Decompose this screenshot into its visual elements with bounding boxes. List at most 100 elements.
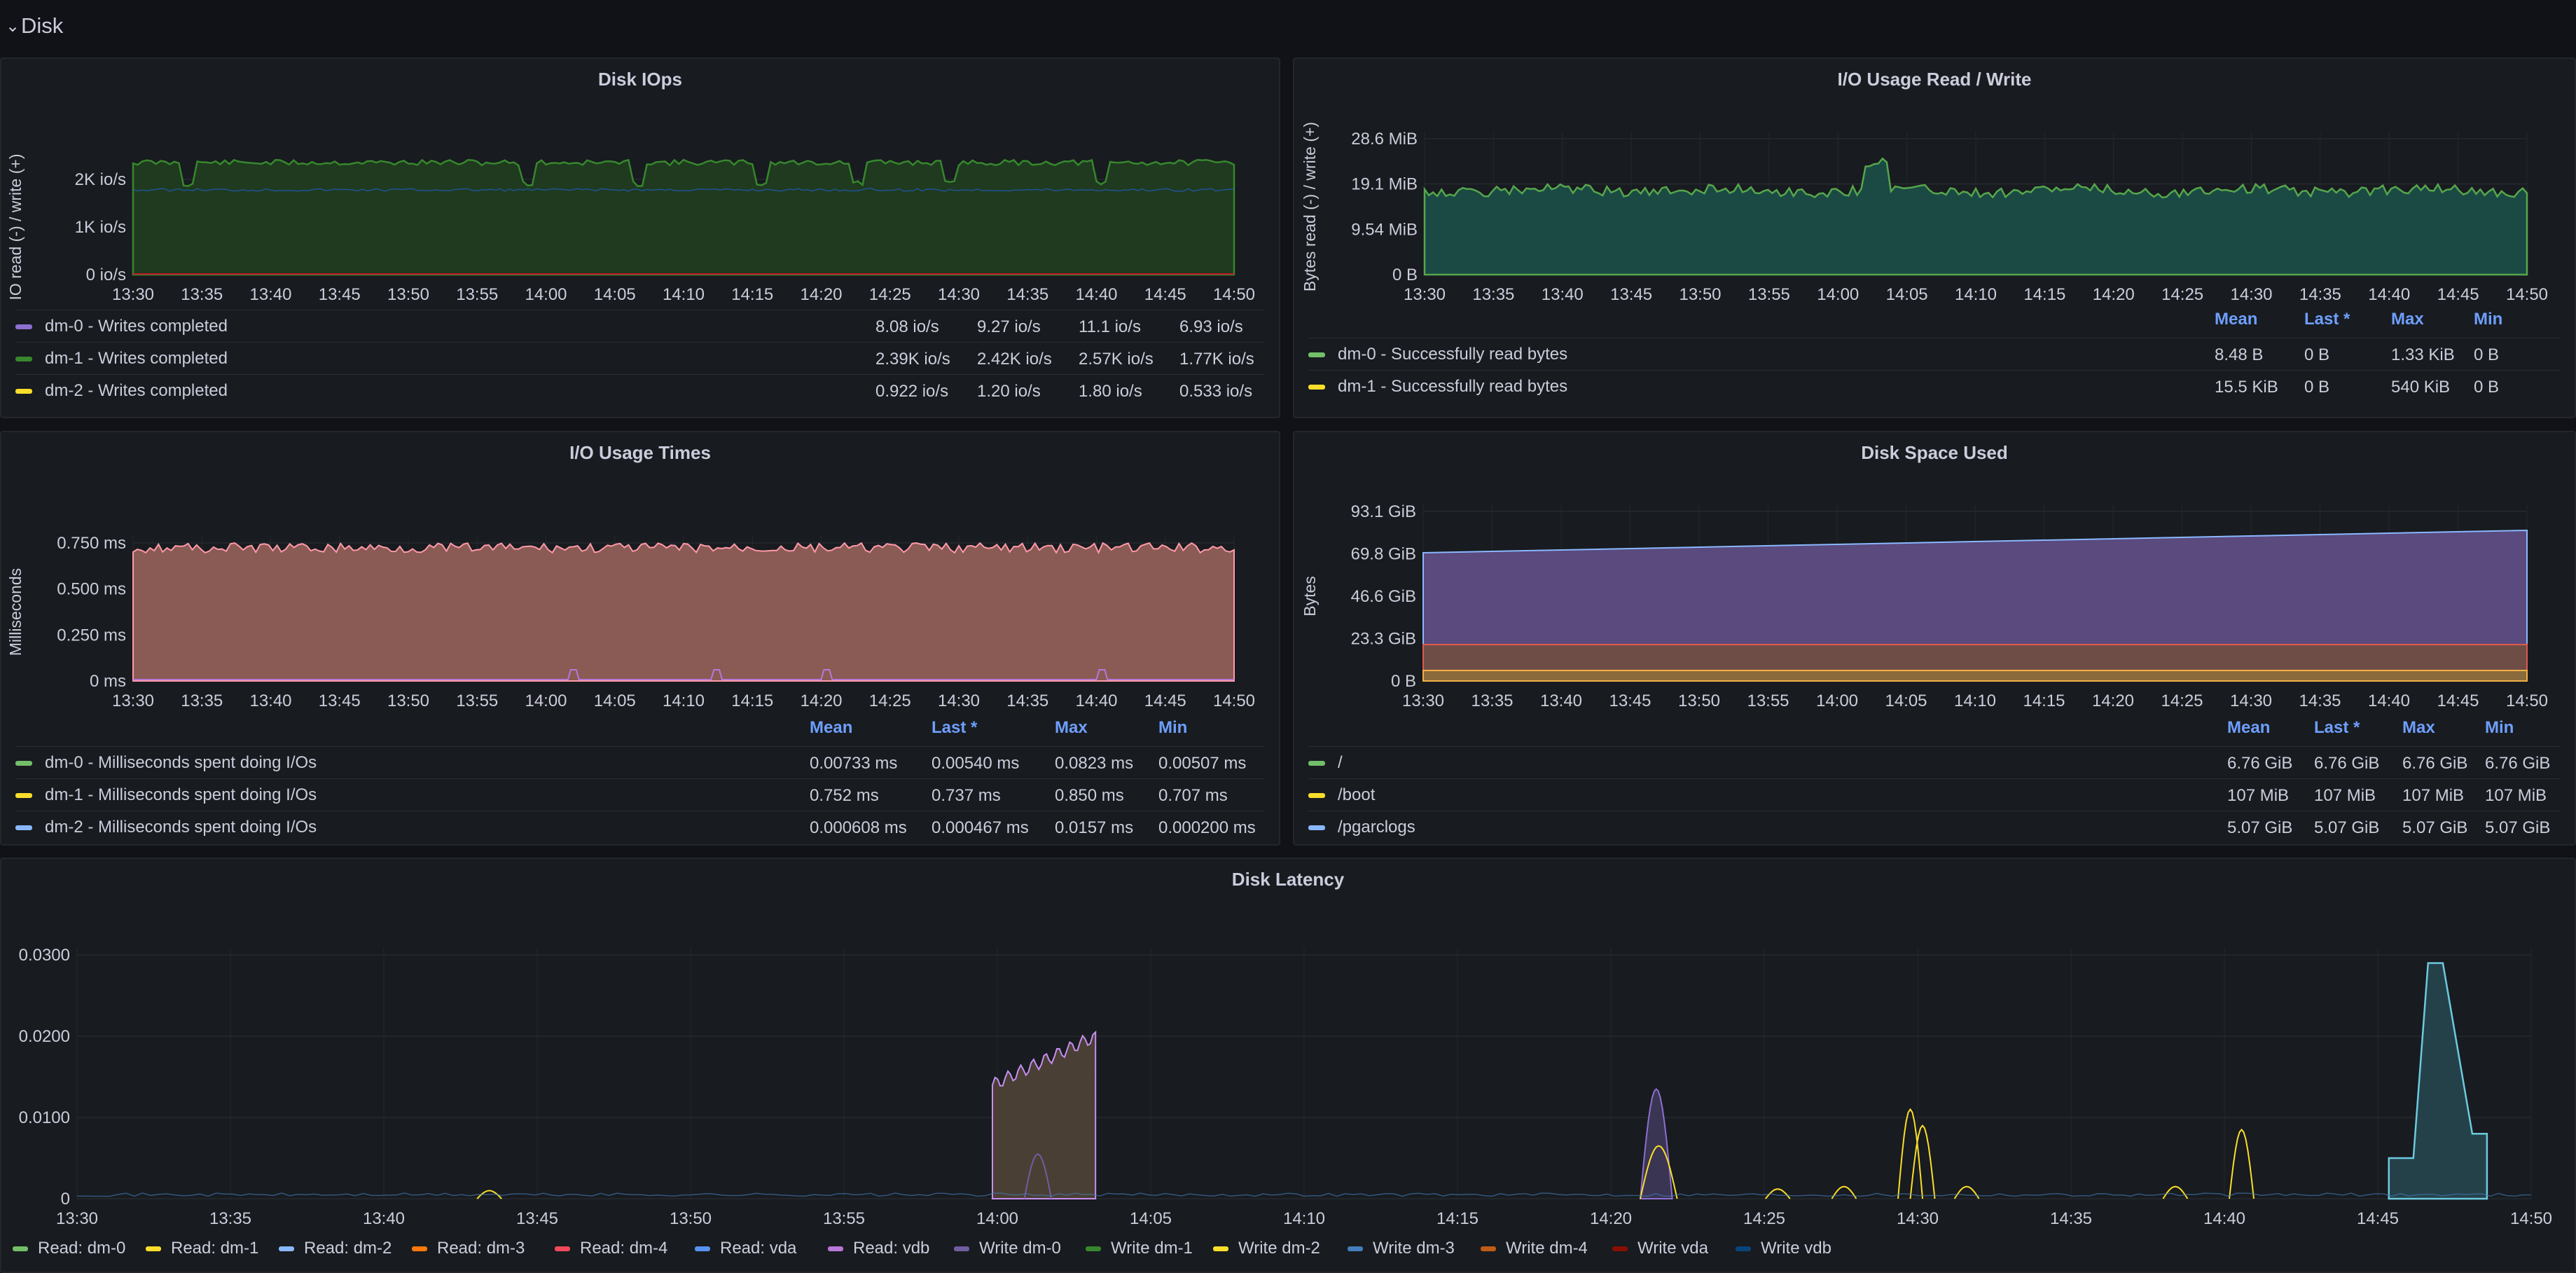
legend-header-last[interactable]: Last * [2304,310,2350,329]
series-name[interactable]: Write vda [1637,1239,1708,1258]
legend-header-mean[interactable]: Mean [810,718,853,737]
legend-row[interactable]: /boot [1308,778,2561,811]
series-color-swatch[interactable] [1308,792,1325,798]
series-color-swatch[interactable] [15,760,32,766]
legend-row[interactable]: dm-1 - Successfully read bytes [1308,370,2561,403]
legend-row[interactable]: dm-0 - Successfully read bytes [1308,338,2561,371]
legend-row[interactable]: dm-2 - Writes completed [15,374,1265,407]
series-name[interactable]: dm-2 - Writes completed [45,381,228,400]
series-color-swatch[interactable] [1348,1246,1363,1251]
series-color-swatch[interactable] [15,825,32,830]
legend-item[interactable]: Read: vdb [828,1239,929,1258]
series-color-swatch[interactable] [1612,1246,1628,1251]
legend-header-mean[interactable]: Mean [2215,310,2258,329]
series-color-swatch[interactable] [15,356,32,362]
disk-space-chart[interactable]: 93.1 GiB 69.8 GiB 46.6 GiB 23.3 GiB 0 B13:30… [1294,432,2576,720]
series-color-swatch[interactable] [954,1246,969,1251]
series-name[interactable]: Write vdb [1761,1239,1831,1258]
legend-item[interactable]: Write dm-4 [1481,1239,1588,1258]
series-color-swatch[interactable] [695,1246,710,1251]
row-header-disk[interactable]: ⌄ Disk [0,0,2576,52]
series-name[interactable]: Write dm-2 [1238,1239,1320,1258]
legend-row[interactable]: dm-0 - Writes completed [15,310,1265,343]
series-name[interactable]: Read: dm-1 [171,1239,259,1258]
series-color-swatch[interactable] [15,388,32,394]
series-color-swatch[interactable] [15,792,32,798]
series-color-swatch[interactable] [15,324,32,329]
legend-row[interactable]: /pgarclogs [1308,811,2561,844]
series-color-swatch[interactable] [13,1246,28,1251]
series-name[interactable]: Read: dm-0 [38,1239,126,1258]
io-rw-chart[interactable]: 28.6 MiB 19.1 MiB 9.54 MiB 0 B13:30 13:35 13:… [1294,59,2576,311]
legend-row[interactable]: dm-2 - Milliseconds spent doing I/Os [15,811,1265,844]
legend-item[interactable]: Write dm-0 [954,1239,1061,1258]
legend-header-mean[interactable]: Mean [2227,718,2271,737]
series-color-swatch[interactable] [1213,1246,1228,1251]
legend-header-min[interactable]: Min [1158,718,1188,737]
legend-header-min[interactable]: Min [2485,718,2514,737]
series-name[interactable]: dm-0 - Successfully read bytes [1338,345,1568,364]
series-name[interactable]: dm-1 - Successfully read bytes [1338,377,1568,396]
series-name[interactable]: Write dm-4 [1506,1239,1588,1258]
series-color-swatch[interactable] [1736,1246,1751,1251]
legend-header-last[interactable]: Last * [2314,718,2360,737]
series-name[interactable]: dm-0 - Milliseconds spent doing I/Os [45,753,317,772]
series-name[interactable]: Read: vdb [853,1239,930,1258]
legend-header-max[interactable]: Max [2402,718,2435,737]
series-name[interactable]: dm-1 - Milliseconds spent doing I/Os [45,785,317,804]
series-color-swatch[interactable] [828,1246,843,1251]
panel-io-usage-read-write[interactable]: I/O Usage Read / Write 28.6 MiB 19.1 MiB 9… [1293,57,2576,418]
chevron-down-icon[interactable]: ⌄ [6,16,20,36]
legend-item[interactable]: Write vdb [1736,1239,1831,1258]
legend-header-min[interactable]: Min [2474,310,2503,329]
series-name[interactable]: Write dm-1 [1111,1239,1193,1258]
legend-row[interactable]: dm-1 - Writes completed [15,342,1265,375]
disk-iops-chart[interactable]: 2K io/s 1K io/s 0 io/s13:30 13:35 13:40 13:45… [1,59,1282,311]
series-name[interactable]: Write dm-3 [1373,1239,1455,1258]
legend-item[interactable]: Write dm-2 [1213,1239,1320,1258]
legend-item[interactable]: Read: dm-4 [555,1239,667,1258]
legend-item[interactable]: Write dm-1 [1086,1239,1193,1258]
legend-item[interactable]: Write vda [1612,1239,1708,1258]
series-name[interactable]: /pgarclogs [1338,818,1415,837]
series-color-swatch[interactable] [1086,1246,1101,1251]
series-name[interactable]: Read: dm-3 [437,1239,525,1258]
legend-item[interactable]: Read: dm-2 [279,1239,392,1258]
series-name[interactable]: Read: vda [720,1239,797,1258]
series-name[interactable]: Read: dm-4 [580,1239,668,1258]
series-color-swatch[interactable] [412,1246,427,1251]
legend-item[interactable]: Read: dm-0 [13,1239,125,1258]
series-color-swatch[interactable] [146,1246,161,1251]
series-color-swatch[interactable] [1308,352,1325,357]
series-color-swatch[interactable] [1308,384,1325,390]
legend-item[interactable]: Write dm-3 [1348,1239,1455,1258]
series-name[interactable]: / [1338,753,1343,772]
series-name[interactable]: Read: dm-2 [304,1239,392,1258]
panel-disk-iops[interactable]: Disk IOps 2K io/s 1K io/s 0 io/s 13:30 13:35… [0,57,1280,418]
legend-header-max[interactable]: Max [1055,718,1088,737]
legend-item[interactable]: Read: vda [695,1239,796,1258]
series-color-swatch[interactable] [279,1246,294,1251]
series-color-swatch[interactable] [1308,825,1325,830]
series-color-swatch[interactable] [555,1246,570,1251]
series-name[interactable]: dm-1 - Writes completed [45,349,228,368]
series-name[interactable]: dm-2 - Milliseconds spent doing I/Os [45,818,317,837]
disk-latency-chart[interactable]: 0.0300 0.0200 0.0100 013:30 13:35 13:40 13:45 1… [1,859,2576,1237]
legend-header-max[interactable]: Max [2391,310,2424,329]
legend-row[interactable]: dm-1 - Milliseconds spent doing I/Os [15,778,1265,811]
series-name[interactable]: Write dm-0 [979,1239,1061,1258]
panel-io-usage-times[interactable]: I/O Usage Times 0.750 ms 0.500 ms 0.250 ms… [0,431,1280,846]
series-color-swatch[interactable] [1308,760,1325,766]
legend-header-last[interactable]: Last * [932,718,978,737]
legend-item[interactable]: Read: dm-1 [146,1239,258,1258]
legend-row[interactable]: / [1308,746,2561,779]
panel-disk-latency[interactable]: Disk Latency 0.0300 0.0200 0.0100 0 13:30 13:… [0,858,2576,1273]
panel-disk-space-used[interactable]: Disk Space Used 93.1 GiB 69.8 GiB 46.6 GiB… [1293,431,2576,846]
legend-item[interactable]: Read: dm-3 [412,1239,525,1258]
x-tick-label: 13:35 [181,285,223,304]
series-name[interactable]: dm-0 - Writes completed [45,317,228,336]
series-color-swatch[interactable] [1481,1246,1496,1251]
series-name[interactable]: /boot [1338,785,1376,804]
legend-row[interactable]: dm-0 - Milliseconds spent doing I/Os [15,746,1265,779]
